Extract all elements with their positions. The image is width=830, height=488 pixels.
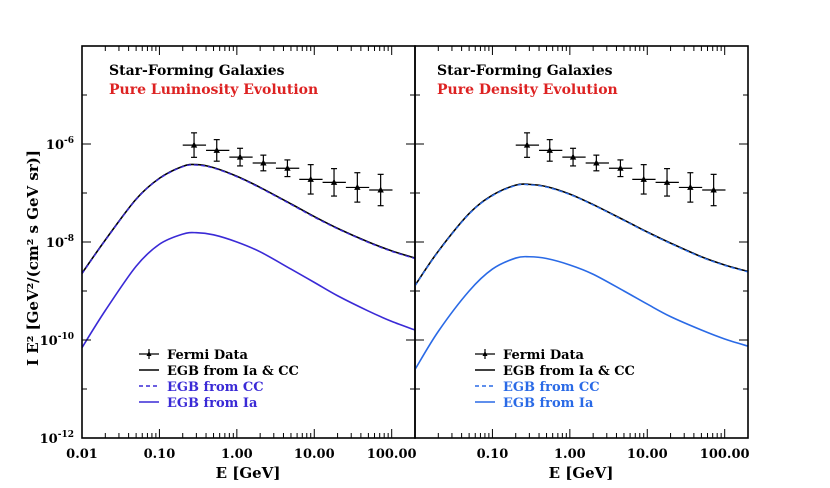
- legend-entry: EGB from Ia & CC: [475, 364, 635, 379]
- series-line-egb-from-cc: [81, 164, 416, 275]
- y-tick-label: 10-6: [46, 136, 74, 153]
- fermi-data-point: [515, 132, 540, 158]
- series-line-egb-from-ia-cc: [81, 163, 416, 274]
- fermi-data-point: [229, 147, 253, 167]
- right-curves: [414, 183, 749, 370]
- legend-label: Fermi Data: [503, 348, 585, 363]
- legend-entry: Fermi Data: [475, 348, 585, 363]
- fermi-data-point: [369, 173, 393, 207]
- right-fermi-data: [515, 132, 726, 207]
- y-tick-label: 10-8: [46, 234, 74, 251]
- right-title: Star-Forming Galaxies: [437, 63, 613, 79]
- fermi-data-point: [182, 132, 207, 158]
- fermi-data-point: [585, 154, 609, 172]
- legend-label: EGB from CC: [167, 380, 264, 395]
- fermi-data-point: [322, 168, 346, 197]
- legend-label: EGB from Ia & CC: [167, 364, 299, 379]
- x-tick-label: 100.00: [700, 447, 750, 462]
- left-fermi-data: [182, 132, 393, 207]
- x-tick-label: 1.00: [221, 447, 253, 462]
- x-tick-label: 1.00: [554, 447, 586, 462]
- y-tick-label: 10-10: [40, 332, 74, 349]
- left-x-axis-title: E [GeV]: [216, 464, 281, 482]
- legend-entry: EGB from Ia: [139, 396, 258, 411]
- left-subtitle: Pure Luminosity Evolution: [109, 82, 318, 98]
- right-subtitle: Pure Density Evolution: [437, 82, 618, 98]
- fermi-data-point: [678, 172, 703, 203]
- left-title: Star-Forming Galaxies: [109, 63, 285, 79]
- legend-entry: EGB from Ia & CC: [139, 364, 299, 379]
- fermi-data-point: [275, 159, 300, 178]
- x-tick-label: 10.00: [294, 447, 335, 462]
- left-curves: [81, 163, 416, 349]
- legend-entry: EGB from CC: [139, 380, 264, 395]
- legend-label: EGB from Ia: [503, 396, 594, 411]
- fermi-data-point: [299, 164, 323, 195]
- x-tick-label: 0.01: [66, 447, 98, 462]
- series-line-egb-from-cc: [414, 183, 749, 287]
- legend-label: EGB from Ia: [167, 396, 258, 411]
- fermi-data-point: [632, 164, 656, 195]
- fermi-data-point: [562, 147, 586, 167]
- fermi-data-point: [655, 168, 679, 197]
- y-tick-label: 10-12: [40, 430, 74, 447]
- x-tick-label: 100.00: [367, 447, 417, 462]
- right-frame: [414, 45, 749, 439]
- legend-entry: Fermi Data: [139, 348, 249, 363]
- y-axis-title: I E² [GeV²/(cm² s GeV sr)]: [24, 150, 42, 366]
- fermi-data-point: [206, 139, 230, 162]
- x-tick-label: 10.00: [627, 447, 668, 462]
- fermi-data-point: [539, 139, 563, 162]
- fermi-data-point: [608, 159, 633, 178]
- right-ticks: 0.10 1.00 10.00 100.00: [415, 46, 750, 462]
- legend-label: Fermi Data: [167, 348, 249, 363]
- series-line-egb-from-ia: [414, 255, 749, 370]
- legend-entry: EGB from Ia: [475, 396, 594, 411]
- legend-entry: EGB from CC: [475, 380, 600, 395]
- left-ticks: 0.01 0.10 1.00 10.00 100.00 10-12 10-10 10-8 10-…: [40, 46, 417, 462]
- right-x-axis-title: E [GeV]: [549, 464, 614, 482]
- fermi-data-point: [345, 172, 370, 203]
- series-line-egb-from-ia: [81, 231, 416, 349]
- fermi-data-point: [702, 173, 726, 207]
- legend-label: EGB from Ia & CC: [503, 364, 635, 379]
- right-panel: 0.10 1.00 10.00 100.00 Star-Forming Galaxie…: [414, 45, 750, 482]
- fermi-data-point: [252, 154, 276, 172]
- legend-label: EGB from CC: [503, 380, 600, 395]
- x-tick-label: 0.10: [144, 447, 176, 462]
- left-panel: 0.01 0.10 1.00 10.00 100.00 10-12 10-10 10-8 10-…: [40, 45, 417, 482]
- x-tick-label: 0.10: [477, 447, 509, 462]
